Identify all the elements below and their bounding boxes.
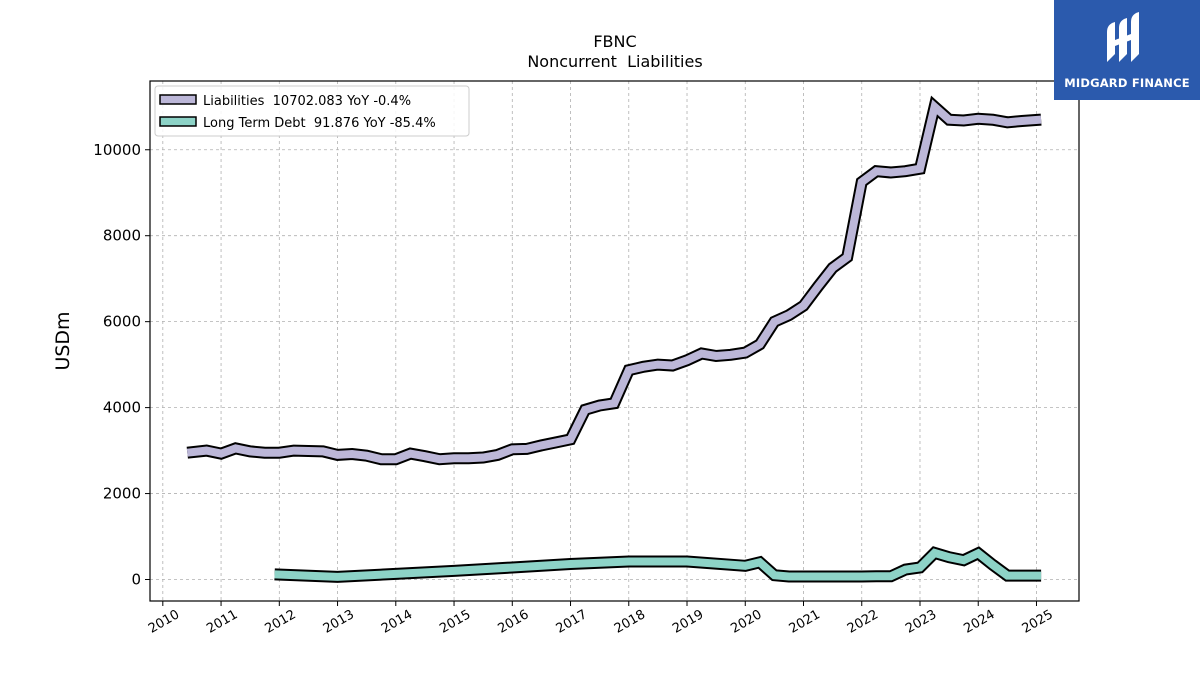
- x-tick-label: 2018: [612, 607, 648, 637]
- y-tick-label: 4000: [103, 399, 141, 417]
- y-tick-label: 6000: [103, 313, 141, 331]
- logo-mark-icon: [1107, 12, 1139, 62]
- legend-swatch-long-term-debt: [159, 116, 197, 127]
- midgard-finance-logo: MIDGARD FINANCE: [1054, 0, 1200, 100]
- x-axis: 2010 2011 2012 2013 2014 2015 2016 2017 2018 2019…: [146, 601, 1056, 637]
- logo-text: MIDGARD FINANCE: [1064, 76, 1190, 90]
- x-tick-label: 2013: [321, 607, 357, 637]
- x-tick-label: 2015: [437, 607, 473, 637]
- y-tick-label: 0: [131, 571, 141, 589]
- x-tick-label: 2010: [146, 607, 182, 637]
- x-tick-label: 2012: [262, 607, 298, 637]
- x-tick-label: 2017: [554, 607, 590, 637]
- series-line-liabilities: [186, 99, 1042, 464]
- x-tick-label: 2016: [495, 607, 531, 637]
- legend-label-long-term-debt: Long Term Debt 91.876 YoY -85.4%: [203, 116, 436, 131]
- plot-frame: [149, 80, 1080, 602]
- legend: Liabilities 10702.083 YoY -0.4% Long Ter…: [154, 85, 470, 137]
- chart-title: FBNC: [593, 32, 636, 51]
- legend-frame: [154, 85, 470, 137]
- chart-subtitle: Noncurrent Liabilities: [527, 52, 702, 71]
- grid: [150, 81, 1079, 601]
- legend-swatch-liabilities: [159, 94, 197, 105]
- y-axis: 0 2000 4000 6000 8000 10000: [93, 141, 150, 589]
- x-tick-label: 2023: [903, 607, 939, 637]
- x-tick-label: 2020: [728, 607, 764, 637]
- x-tick-label: 2024: [961, 607, 997, 637]
- series-line-long-term-debt: [274, 548, 1042, 581]
- x-tick-label: 2014: [379, 607, 415, 637]
- y-tick-label: 10000: [93, 141, 141, 159]
- x-tick-label: 2025: [1020, 607, 1056, 637]
- y-axis-label: USDm: [52, 311, 74, 370]
- y-tick-label: 2000: [103, 485, 141, 503]
- series-lines: [186, 95, 1042, 583]
- y-tick-label: 8000: [103, 227, 141, 245]
- legend-label-liabilities: Liabilities 10702.083 YoY -0.4%: [203, 94, 411, 109]
- x-tick-label: 2021: [787, 607, 823, 637]
- x-tick-label: 2022: [845, 607, 881, 637]
- x-tick-label: 2019: [670, 607, 706, 637]
- x-tick-label: 2011: [204, 607, 240, 637]
